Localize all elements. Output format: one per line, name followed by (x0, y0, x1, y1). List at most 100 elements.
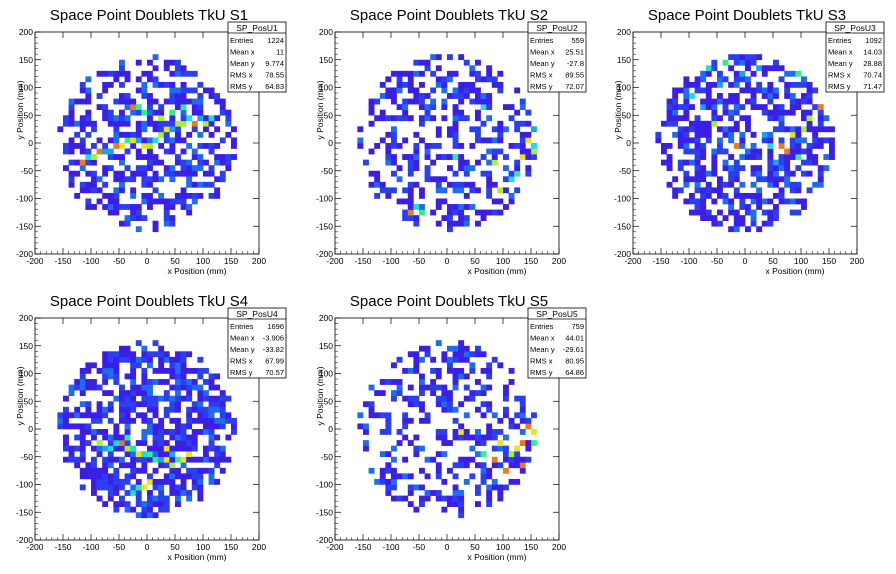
stats-label: Entries (230, 36, 254, 45)
bin (175, 484, 181, 491)
bin (469, 473, 476, 480)
bin (96, 148, 103, 155)
bin (231, 429, 237, 435)
bin (208, 379, 215, 385)
bin (806, 109, 813, 116)
bin (175, 362, 181, 369)
bin (700, 154, 707, 160)
bin (784, 109, 791, 116)
bin (773, 159, 779, 166)
bin (158, 81, 165, 88)
bin (175, 390, 181, 396)
bin (91, 467, 97, 474)
bin (85, 467, 92, 474)
bin (407, 159, 414, 166)
bin (475, 351, 481, 358)
bin (672, 93, 679, 99)
bin (219, 154, 226, 160)
bin (85, 93, 92, 99)
bin (141, 467, 148, 474)
bin (113, 209, 120, 216)
bin (419, 495, 425, 502)
bin (486, 490, 493, 496)
bin (463, 81, 470, 88)
bin (475, 434, 481, 441)
bin (784, 170, 791, 177)
bin (175, 356, 181, 363)
bin (119, 181, 125, 188)
bin (694, 131, 701, 138)
bin (79, 445, 86, 452)
bin (225, 159, 232, 166)
bin (717, 115, 723, 122)
bin (773, 104, 779, 110)
bin (817, 181, 824, 188)
x-tick-label: 200 (552, 256, 566, 266)
bin (124, 76, 131, 83)
bin (107, 484, 114, 491)
bin (119, 356, 125, 363)
bin (391, 390, 397, 396)
bin (463, 215, 470, 221)
bin (135, 87, 142, 94)
bin (672, 192, 679, 199)
bin (705, 137, 712, 144)
bin (711, 109, 718, 116)
bin (441, 434, 448, 441)
bin (435, 81, 442, 88)
bin (180, 379, 187, 385)
bin (147, 384, 153, 391)
bin (186, 456, 193, 463)
bin (469, 362, 476, 369)
chart-title: Space Point Doublets TkU S4 (50, 293, 248, 310)
bin (119, 417, 125, 424)
bin (74, 159, 81, 166)
bin (750, 104, 757, 110)
bin (750, 59, 757, 66)
bin (79, 126, 86, 133)
bin (447, 209, 453, 216)
bin (424, 384, 431, 391)
bin (152, 412, 159, 419)
bin (486, 70, 493, 77)
bin (806, 143, 813, 149)
stats-box-name: SP_PosU2 (536, 23, 578, 33)
bin (147, 109, 153, 116)
bin (491, 159, 498, 166)
bin (147, 70, 153, 77)
bin (801, 126, 807, 133)
bin (63, 143, 69, 149)
bin (767, 165, 774, 172)
bin (491, 76, 498, 83)
bin (180, 440, 187, 446)
bin (163, 478, 170, 485)
bin (379, 115, 386, 122)
bin (79, 484, 86, 491)
bin (435, 467, 442, 474)
bin (102, 148, 109, 155)
bin (683, 81, 690, 88)
bin (441, 76, 448, 83)
stats-label: RMS y (530, 368, 553, 377)
bin (666, 159, 673, 166)
bin (68, 148, 75, 155)
stats-label: RMS y (230, 368, 253, 377)
bin (458, 351, 465, 358)
bin (175, 467, 181, 474)
bin (186, 423, 193, 430)
bin (705, 81, 712, 88)
bin (452, 204, 459, 210)
bin (784, 70, 791, 77)
bin (208, 148, 215, 155)
bin (694, 198, 701, 205)
bin (514, 445, 521, 452)
bin (141, 501, 148, 507)
bin (152, 54, 159, 61)
bin (497, 417, 504, 424)
bin (169, 462, 176, 469)
bin (68, 143, 75, 149)
bin (717, 176, 723, 183)
bin (180, 395, 187, 402)
stats-box-name: SP_PosU5 (536, 309, 578, 319)
bin (458, 159, 465, 166)
